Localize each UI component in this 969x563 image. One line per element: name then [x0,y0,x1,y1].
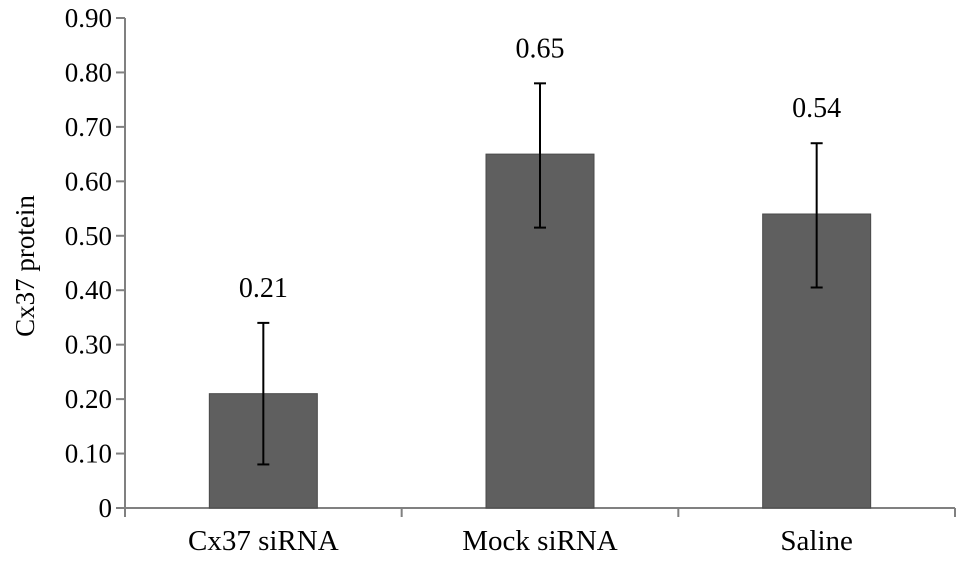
y-tick-label: 0.20 [65,384,112,414]
x-category-label: Saline [780,525,853,557]
y-tick-label: 0.50 [65,221,112,251]
data-label: 0.21 [239,273,288,304]
y-tick-label: 0.80 [65,57,112,87]
data-label: 0.54 [792,93,841,124]
y-tick-label: 0.90 [65,3,112,33]
y-tick-label: 0.60 [65,166,112,196]
y-tick-label: 0.70 [65,112,112,142]
y-tick-label: 0 [99,493,113,523]
x-category-label: Mock siRNA [462,525,618,557]
y-tick-label: 0.10 [65,439,112,469]
y-tick-label: 0.40 [65,275,112,305]
y-axis-label: Cx37 protein [10,195,40,337]
x-category-label: Cx37 siRNA [188,525,339,557]
data-label: 0.65 [516,33,565,64]
y-tick-label: 0.30 [65,330,112,360]
